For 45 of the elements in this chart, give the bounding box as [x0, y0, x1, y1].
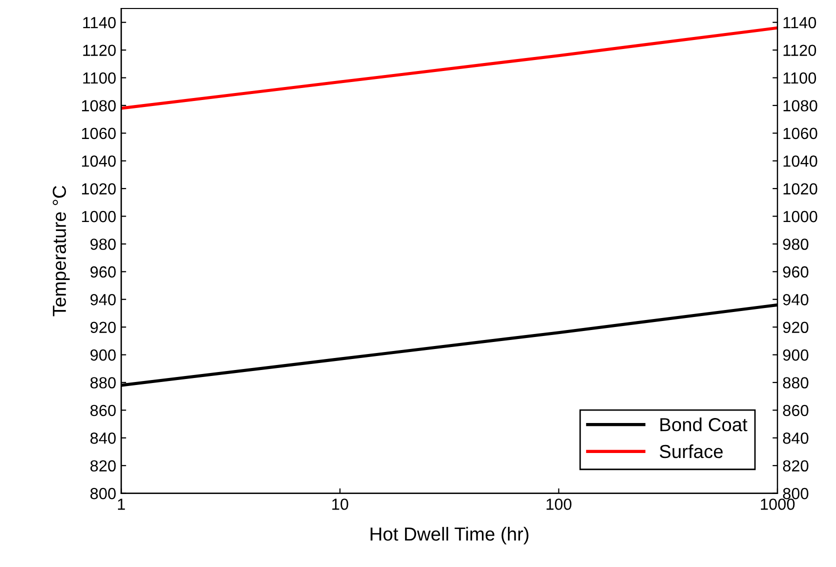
y-axis-title: Temperature °C	[52, 186, 70, 316]
y-tick-label: 940	[90, 294, 116, 306]
y-tick-label: 840	[90, 432, 116, 444]
y2-tick-label: 920	[783, 322, 808, 334]
y2-tick-label: 1120	[784, 44, 816, 56]
y-tick-label: 900	[90, 349, 116, 361]
y-tick-label: 1040	[82, 156, 116, 167]
y2-tick-label: 1020	[784, 183, 818, 195]
y-tick-label: 1100	[83, 72, 116, 84]
y2-tick-label: 1040	[784, 156, 818, 167]
y-tick-label: 880	[90, 377, 116, 388]
y-tick-label: 920	[90, 322, 116, 334]
y2-tick-label: 800	[783, 488, 808, 500]
legend-label: Bond Coat	[660, 418, 748, 432]
y-tick-label: 1060	[82, 128, 116, 140]
y2-tick-label: 940	[783, 294, 808, 306]
y2-tick-label: 1100	[784, 72, 816, 84]
y-tick-label: 1000	[82, 210, 116, 222]
y2-tick-label: 1140	[784, 16, 816, 28]
y-tick-label: 960	[90, 266, 116, 278]
y-tick-label: 980	[90, 238, 116, 250]
y-tick-label: 860	[90, 404, 116, 416]
y2-tick-label: 900	[783, 349, 808, 361]
y-tick-label: 800	[90, 488, 116, 500]
y2-tick-label: 1080	[784, 100, 818, 112]
y-tick-label: 1080	[82, 100, 116, 112]
x-axis-title: Hot Dwell Time (hr)	[370, 526, 528, 544]
legend-label: Surface	[660, 444, 723, 458]
y2-tick-label: 960	[783, 266, 808, 278]
y2-tick-label: 840	[783, 432, 808, 444]
line-series	[121, 26, 778, 110]
y2-tick-label: 980	[783, 238, 808, 250]
y-tick-label: 1120	[83, 44, 116, 56]
y2-tick-label: 1000	[784, 210, 818, 222]
y-tick-label: 820	[90, 460, 116, 472]
x-tick-label: 100	[546, 498, 572, 510]
y-tick-label: 1020	[82, 183, 116, 195]
y2-tick-label: 1060	[784, 128, 818, 140]
x-tick-label: 1	[118, 498, 125, 510]
y2-tick-label: 820	[783, 460, 808, 472]
y2-tick-label: 860	[783, 404, 808, 416]
x-tick-label: 1000	[760, 498, 795, 510]
y2-tick-label: 880	[783, 377, 808, 388]
x-tick-label: 10	[332, 498, 348, 510]
y-tick-label: 1140	[83, 16, 116, 28]
